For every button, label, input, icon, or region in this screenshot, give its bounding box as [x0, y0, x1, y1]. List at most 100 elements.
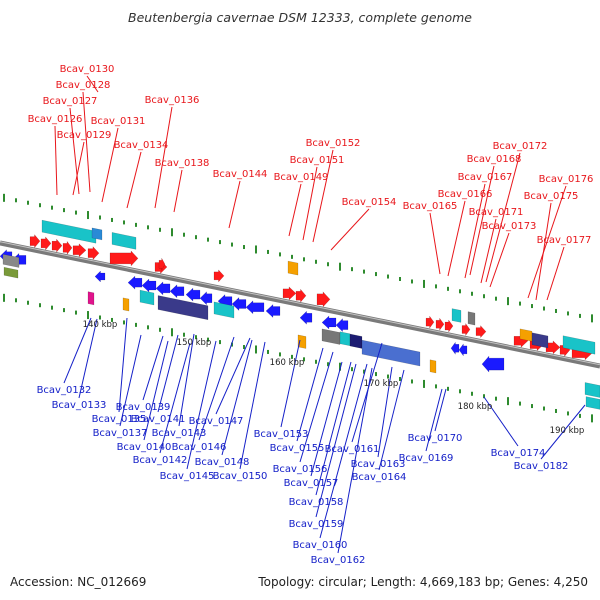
gene-label: Bcav_0170 — [408, 433, 463, 444]
top-label-leader — [312, 149, 334, 243]
forward-gene-arrow — [461, 322, 471, 337]
bottom-label-leader — [337, 367, 373, 554]
feature-block — [287, 260, 299, 276]
top-label-leader — [228, 180, 241, 229]
reverse-gene-arrow — [169, 284, 185, 299]
feature-block — [91, 227, 103, 241]
top-label-leader — [126, 151, 142, 209]
forward-gene-arrow — [282, 286, 297, 301]
scale-label: 150 kbp — [177, 338, 212, 348]
gene-label: Bcav_0155 — [270, 443, 325, 454]
feature-block — [2, 253, 20, 268]
top-label-leader — [469, 165, 495, 276]
bottom-label-leader — [299, 351, 334, 463]
top-label-leader — [288, 183, 302, 237]
top-label-leader — [86, 75, 99, 93]
gene-label: Bcav_0161 — [325, 444, 380, 455]
backbone-line — [0, 240, 600, 369]
feature-block — [429, 359, 437, 374]
top-label-leader — [54, 125, 58, 196]
backbone-highlight — [0, 241, 600, 366]
bottom-label-leader — [315, 363, 357, 518]
bottom-label-leader — [425, 388, 443, 452]
forward-gene-arrow — [444, 319, 454, 333]
bottom-label-leader — [78, 318, 98, 399]
bottom-label-leader — [215, 337, 251, 415]
feature-block — [297, 334, 307, 349]
forward-gene-arrow — [29, 233, 41, 249]
scale-label: 160 kbp — [270, 358, 305, 368]
bottom-label-leader — [143, 340, 169, 441]
top-label-leader — [485, 152, 521, 283]
reverse-gene-arrow — [321, 315, 337, 330]
accession-text: Accession: NC_012669 — [10, 575, 147, 589]
gene-label: Bcav_0136 — [145, 95, 200, 106]
gene-label: Bcav_0126 — [28, 114, 83, 125]
feature-block — [531, 332, 549, 349]
bottom-label-leader — [483, 396, 519, 447]
gene-labels: Bcav_0130 Bcav_0128 Bcav_0127 Bcav_0136 Bcav… — [28, 64, 594, 566]
bottom-label-leader — [186, 340, 217, 470]
feature-block — [41, 219, 97, 244]
gene-label: Bcav_0176 — [539, 174, 594, 185]
gene-label: Bcav_0148 — [195, 457, 250, 468]
reverse-gene-arrow — [185, 287, 201, 302]
bottom-label-leader — [315, 361, 352, 496]
gene-label: Bcav_0138 — [155, 158, 210, 169]
gene-label: Bcav_0175 — [524, 191, 579, 202]
top-label-leader — [527, 185, 567, 299]
reverse-gene-arrow — [231, 296, 247, 312]
feature-block — [321, 328, 341, 345]
gene-label: Bcav_0135 — [92, 414, 147, 425]
scale-labels: 140 kbp 150 kbp 160 kbp 170 kbp 180 kbp 190 k… — [83, 320, 585, 436]
gene-label: Bcav_0158 — [289, 497, 344, 508]
top-label-leader — [447, 200, 466, 277]
top-label-leader — [82, 91, 91, 193]
reverse-gene-arrow — [335, 318, 349, 333]
top-label-leader — [69, 107, 80, 195]
gene-label: Bcav_0182 — [514, 461, 569, 472]
gene-label: Bcav_0134 — [114, 140, 169, 151]
bottom-label-leader — [377, 366, 393, 458]
gene-label: Bcav_0127 — [43, 96, 98, 107]
scale-label: 170 kbp — [364, 379, 399, 389]
gene-label: Bcav_0173 — [482, 221, 537, 232]
gene-label: Bcav_0152 — [306, 138, 361, 149]
gene-label: Bcav_0174 — [491, 448, 546, 459]
gene-label: Bcav_0166 — [438, 189, 493, 200]
feature-block — [451, 308, 462, 323]
gene-label: Bcav_0167 — [458, 172, 513, 183]
gene-label: Bcav_0144 — [213, 169, 268, 180]
gene-label: Bcav_0149 — [274, 172, 329, 183]
gene-label: Bcav_0160 — [293, 540, 348, 551]
forward-gene-arrow — [475, 324, 487, 339]
scale-label: 140 kbp — [83, 320, 118, 330]
bottom-label-leader — [118, 317, 128, 413]
feature-block — [87, 291, 95, 306]
scale-label: 190 kbp — [550, 426, 585, 436]
gene-label: Bcav_0131 — [91, 116, 146, 127]
top-label-leader — [535, 202, 552, 301]
reverse-gene-arrow — [141, 278, 157, 293]
bottom-label-leader — [239, 341, 266, 470]
reverse-gene-arrow — [245, 300, 265, 315]
gene-label: Bcav_0128 — [56, 80, 111, 91]
reverse-gene-arrow — [481, 355, 505, 373]
gene-label: Bcav_0137 — [93, 428, 148, 439]
gene-label: Bcav_0130 — [60, 64, 115, 75]
bottom-label-leader — [296, 347, 324, 442]
bottom-label-leader — [198, 336, 235, 441]
forward-gene-arrow — [62, 240, 73, 256]
feature-block — [339, 331, 351, 347]
gene-label: Bcav_0154 — [342, 197, 397, 208]
gene-label: Bcav_0150 — [213, 471, 268, 482]
reverse-gene-arrow — [299, 310, 313, 325]
gene-label: Bcav_0157 — [284, 478, 339, 489]
gene-label: Bcav_0162 — [311, 555, 366, 566]
forward-gene-arrow — [87, 246, 100, 261]
feature-block — [584, 382, 600, 398]
feature-block — [467, 311, 476, 326]
gene-label: Bcav_0140 — [117, 442, 172, 453]
bottom-label-leader — [157, 334, 179, 413]
reverse-gene-arrow — [450, 341, 460, 356]
